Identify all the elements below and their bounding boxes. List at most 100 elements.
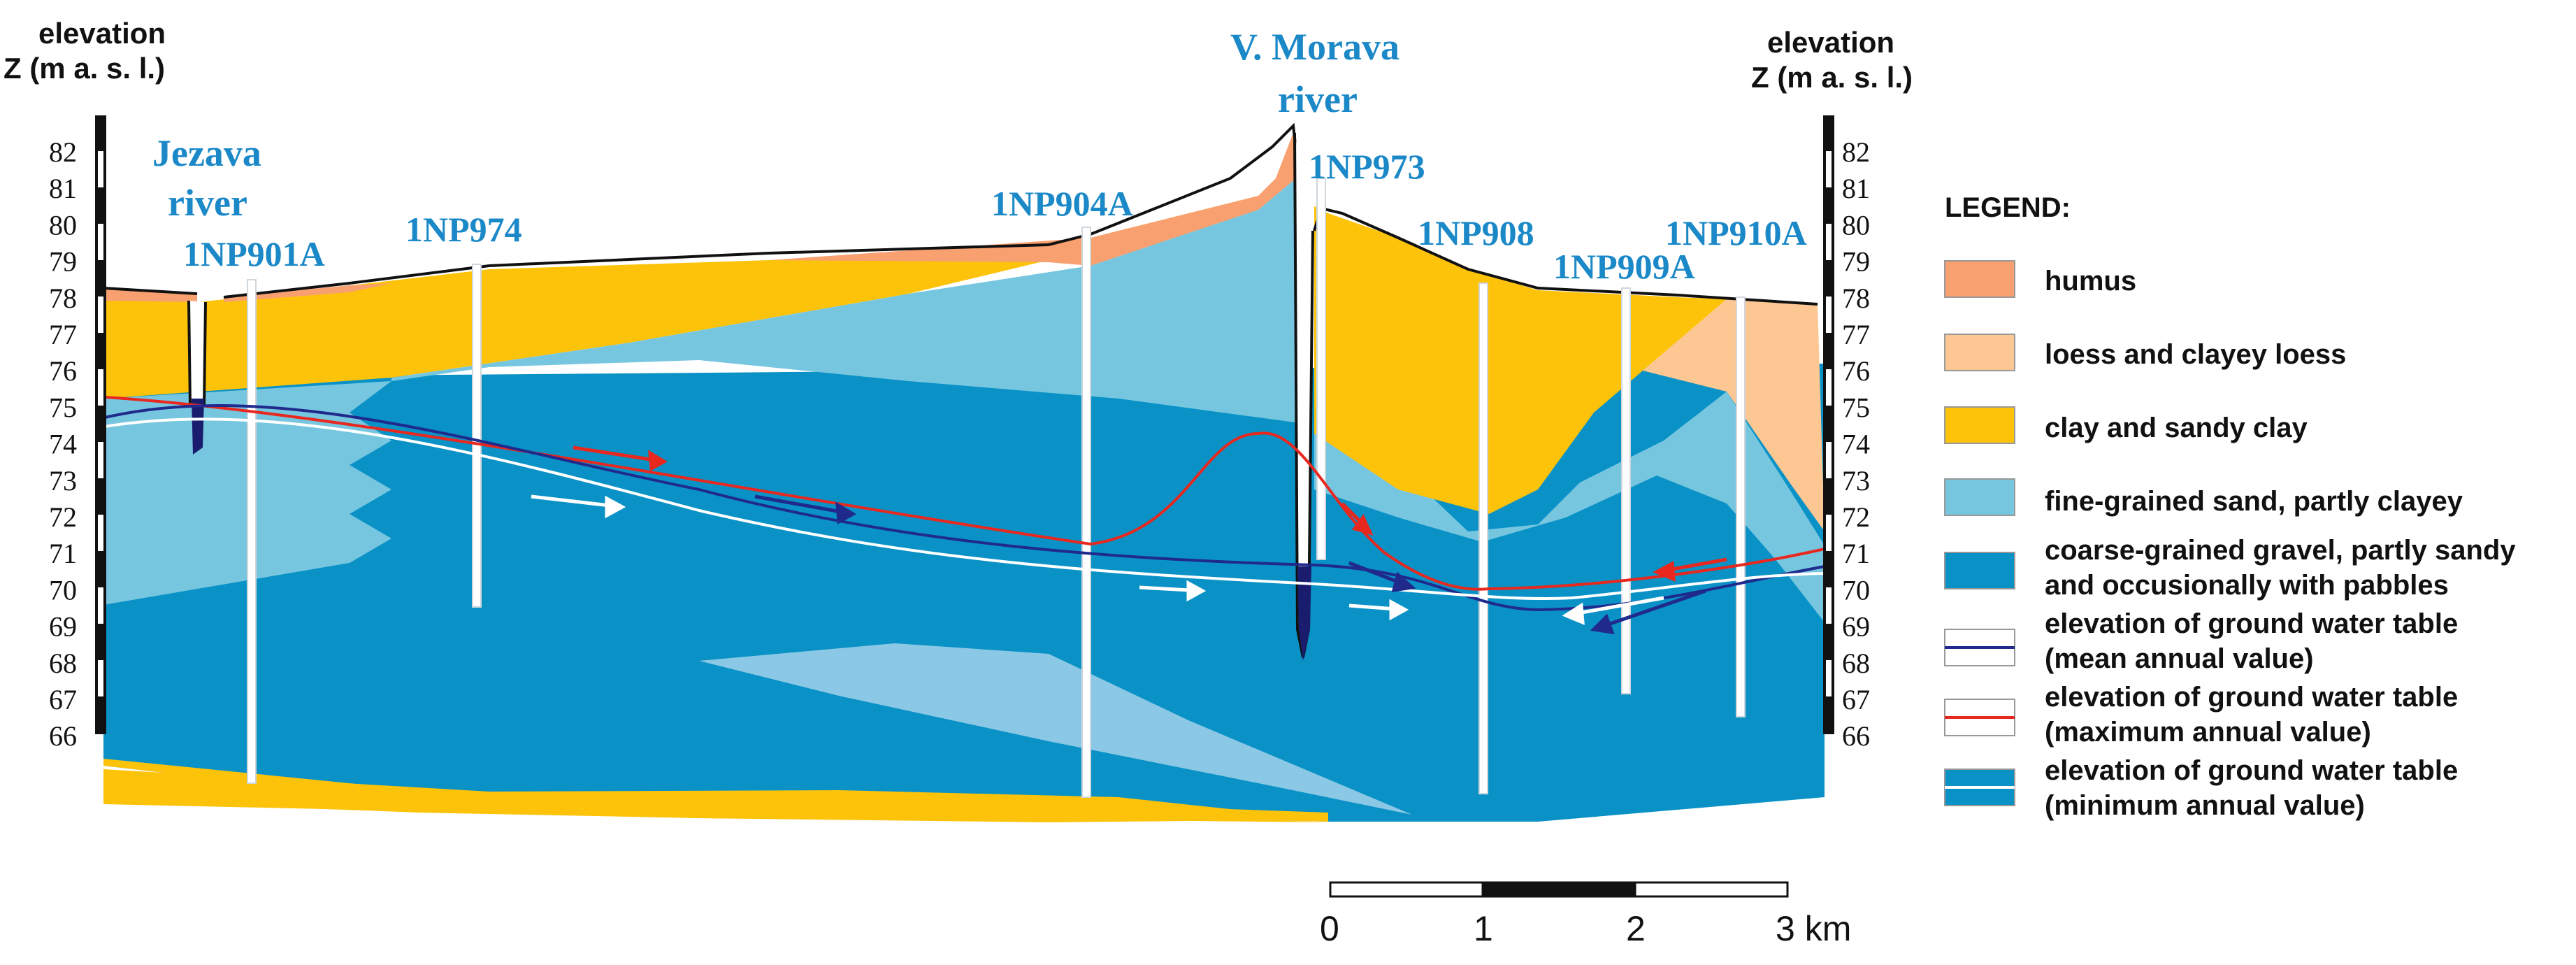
- scale-label-3: 3 km: [1776, 909, 1851, 948]
- left-axis-header-line1: elevation: [38, 17, 166, 50]
- left-axis-header-line2: Z (m a. s. l.): [3, 52, 165, 85]
- legend-title: LEGEND:: [1945, 192, 2071, 223]
- scale-seg-2: [1634, 881, 1789, 898]
- right-tick-72: 72: [1842, 501, 1870, 533]
- scale-seg-0: [1329, 881, 1484, 898]
- water-table-min: [104, 417, 1825, 600]
- left-axis-white-segments: [98, 151, 103, 696]
- morava-river-label-line1: V. Morava: [1230, 26, 1399, 68]
- legend-swatch-humus: [1944, 260, 2015, 298]
- left-tick-70: 70: [49, 574, 77, 606]
- legend-label-gw-max-line2: (maximum annual value): [2045, 717, 2371, 748]
- right-tick-68: 68: [1842, 648, 1870, 679]
- legend-label-coarse-gravel-line1: coarse-grained gravel, partly sandy: [2045, 535, 2516, 566]
- arrow-white-1-head: [605, 495, 626, 519]
- well-1np974: [472, 264, 482, 608]
- well-1np908: [1478, 283, 1488, 794]
- scale-label-1: 1: [1474, 909, 1493, 948]
- scale-label-0: 0: [1320, 909, 1339, 948]
- layer-fine-sand-middle: [391, 175, 1300, 423]
- legend-label-gw-min-line1: elevation of ground water table: [2045, 755, 2458, 786]
- left-tick-79: 79: [49, 246, 77, 278]
- layer-humus: [769, 133, 1300, 266]
- layer-fine-sand-lens: [699, 643, 1412, 815]
- right-tick-77: 77: [1842, 319, 1870, 350]
- jezava-channel: [187, 300, 207, 407]
- left-tick-73: 73: [49, 465, 77, 496]
- right-axis-header-line2: Z (m a. s. l.): [1751, 61, 1913, 94]
- arrow-white-3-head: [1389, 599, 1409, 621]
- arrow-red-1-head: [648, 450, 668, 472]
- layers: [103, 133, 1825, 822]
- right-tick-74: 74: [1842, 429, 1870, 460]
- well-1np904a: [1081, 227, 1091, 798]
- well-1np901a: [247, 279, 257, 784]
- right-axis: [1823, 115, 1834, 734]
- right-axis-white-segments: [1826, 151, 1832, 696]
- right-tick-80: 80: [1842, 209, 1870, 241]
- left-tick-67: 67: [49, 684, 77, 715]
- legend-swatch-loess: [1944, 334, 2015, 371]
- well-1np910a: [1736, 296, 1746, 717]
- right-tick-81: 81: [1842, 173, 1870, 204]
- legend-label-humus: humus: [2045, 266, 2136, 296]
- left-tick-76: 76: [49, 355, 77, 387]
- arrow-white-2-head: [1186, 580, 1207, 602]
- left-tick-66: 66: [49, 720, 77, 752]
- layer-bottom-clay-band: [103, 769, 1328, 822]
- legend-label-gw-mean-line2: (mean annual value): [2045, 643, 2314, 674]
- layer-clay-right: [1314, 206, 1727, 514]
- right-tick-71: 71: [1842, 538, 1870, 569]
- left-axis-bar: [95, 115, 106, 734]
- morava-water: [1297, 566, 1311, 661]
- arrow-blue-3-head: [1590, 613, 1615, 635]
- jezava-river-label-line2: river: [168, 182, 247, 224]
- well-label-1np974: 1NP974: [405, 210, 522, 249]
- left-tick-72: 72: [49, 501, 77, 533]
- left-tick-71: 71: [49, 538, 77, 569]
- wells: [247, 178, 1746, 798]
- legend-label-clay: clay and sandy clay: [2045, 413, 2308, 443]
- well-1np909a: [1621, 287, 1631, 694]
- arrow-white-4-head: [1562, 602, 1585, 625]
- right-tick-69: 69: [1842, 611, 1870, 643]
- well-1np973: [1316, 178, 1326, 560]
- arrow-red-2-head: [1351, 514, 1374, 536]
- right-tick-75: 75: [1842, 392, 1870, 423]
- arrow-blue-3: [1593, 589, 1706, 631]
- layer-fine-sand-right: [1314, 392, 1825, 622]
- legend: LEGEND: humus loess and clayey loess cla…: [1944, 192, 2516, 821]
- well-label-1np901a: 1NP901A: [183, 234, 325, 273]
- right-tick-70: 70: [1842, 574, 1870, 606]
- right-tick-76: 76: [1842, 355, 1870, 387]
- jezava-water: [192, 399, 204, 455]
- right-axis-bar: [1823, 115, 1834, 734]
- arrow-red-3-head: [1653, 560, 1676, 582]
- scale-label-2: 2: [1626, 909, 1646, 948]
- legend-label-gw-min-line2: (minimum annual value): [2045, 790, 2365, 821]
- legend-swatch-clay: [1944, 406, 2015, 444]
- left-axis-ticks: 82 81 80 79 78 77 76 75 74 73 72 71 70 69 68 67 66: [49, 136, 77, 752]
- legend-label-gw-max-line1: elevation of ground water table: [2045, 682, 2458, 713]
- right-tick-66: 66: [1842, 720, 1870, 752]
- arrow-blue-2-head: [1391, 571, 1416, 593]
- left-tick-82: 82: [49, 136, 77, 168]
- right-axis-ticks: 82 81 80 79 78 77 76 75 74 73 72 71 70 69 68 67 66: [1842, 136, 1870, 752]
- arrow-blue-1-head: [835, 501, 857, 525]
- scale-seg-1: [1481, 881, 1636, 898]
- legend-label-loess: loess and clayey loess: [2045, 339, 2346, 370]
- left-tick-75: 75: [49, 392, 77, 423]
- well-label-1np973: 1NP973: [1309, 147, 1425, 186]
- right-axis-header-line1: elevation: [1767, 26, 1894, 59]
- scale-bar: 0 1 2 3 km: [1320, 881, 1851, 948]
- flow-arrows: [531, 445, 1727, 635]
- left-tick-78: 78: [49, 283, 77, 314]
- right-tick-82: 82: [1842, 136, 1870, 168]
- legend-swatch-fine-sand: [1944, 478, 2015, 516]
- layer-humus-left: [103, 283, 391, 302]
- left-tick-81: 81: [49, 173, 77, 204]
- left-axis: [95, 115, 106, 734]
- left-tick-69: 69: [49, 611, 77, 643]
- well-label-1np908: 1NP908: [1418, 213, 1534, 252]
